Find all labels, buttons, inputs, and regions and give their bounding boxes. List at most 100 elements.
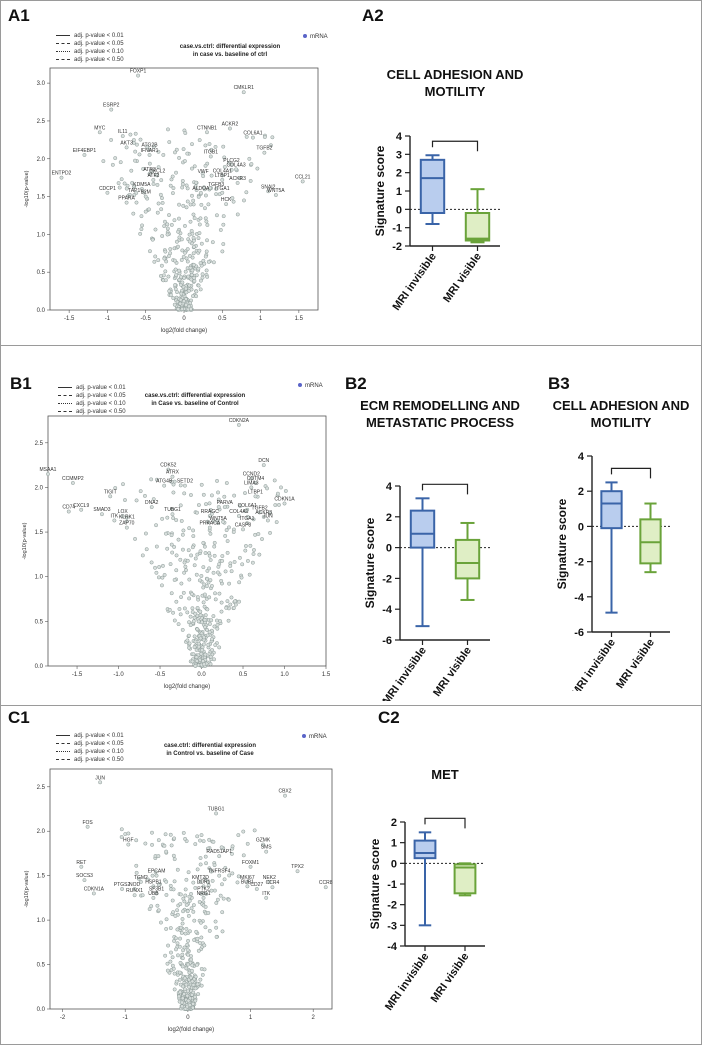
gene-point: [193, 556, 198, 561]
plot-area: [49, 67, 319, 311]
gene-label: CXCL2: [149, 168, 165, 174]
y-tick-label: 4: [386, 481, 393, 493]
gene-point: [149, 505, 154, 510]
gene-point: [186, 274, 191, 279]
gene-point: [277, 502, 281, 507]
gene-point: [170, 174, 175, 179]
gene-point: [245, 521, 250, 526]
gene-point: [180, 179, 185, 183]
box-mri-invisible: [413, 831, 437, 927]
legend-item: adj. p-value < 0.50: [56, 756, 124, 764]
subtitle-line: in case vs. baseline of ctrl: [192, 52, 268, 58]
gene-point: [163, 832, 168, 837]
gene-point: [210, 878, 215, 883]
chart-title-b3: CELL ADHESION AND MOTILITY: [541, 397, 701, 431]
gene-point: [191, 652, 196, 657]
gene-point: [237, 555, 242, 560]
gene-point: [230, 196, 235, 201]
box-mri-visible: [464, 188, 491, 244]
gene-point: [160, 196, 164, 201]
gene-label: FOS: [82, 820, 93, 826]
gene-point: [195, 595, 200, 599]
gene-point: [228, 564, 233, 568]
box-iqr: [464, 212, 491, 242]
gene-point: [203, 206, 207, 211]
significance-bracket: [421, 483, 469, 495]
x-tick-label: MRI visible: [429, 951, 472, 1005]
gene-label: FOXP1: [130, 69, 147, 75]
x-tick-label: -2: [60, 1015, 66, 1021]
gene-point: [183, 269, 188, 274]
gene-point: [149, 904, 154, 909]
gene-point: [188, 493, 193, 497]
gene-point: [147, 153, 152, 157]
x-axis-label: log2(fold change): [164, 684, 210, 690]
gene-point: [178, 960, 183, 965]
gene-point: [171, 966, 176, 971]
gene-point: [66, 509, 71, 514]
gene-point: [193, 998, 198, 1003]
gene-point: [190, 142, 194, 147]
gene-point: [205, 223, 210, 227]
gene-point: [97, 130, 102, 135]
gene-point: [262, 150, 267, 155]
y-tick-label: 2: [391, 817, 397, 829]
gene-point: [79, 507, 84, 512]
gene-point: [162, 843, 167, 848]
gene-point: [178, 483, 183, 488]
gene-point: [168, 247, 173, 252]
gene-point: [101, 159, 106, 164]
gene-point: [206, 880, 210, 884]
gene-point: [268, 530, 272, 535]
volcano-plot-b1: -1.5 -1.0 -0.5 0.0 0.5 1.0 1.5 0.0 0.5 1.0 1.5 2.0 2…: [22, 415, 331, 690]
y-tick-label: 0.0: [35, 664, 44, 670]
gene-point: [156, 908, 161, 913]
gene-point: [174, 239, 179, 244]
gene-point: [153, 565, 157, 570]
gene-point: [214, 187, 219, 191]
gene-point: [113, 486, 118, 490]
gene-point: [234, 167, 239, 172]
gene-label: JUN: [95, 775, 105, 781]
gene-point: [208, 654, 213, 659]
gene-point: [178, 503, 183, 508]
gene-point: [196, 503, 201, 507]
gene-point: [175, 908, 180, 913]
gene-point: [181, 909, 185, 914]
gene-label: PRKACA: [200, 521, 221, 527]
gene-point: [134, 200, 139, 205]
gene-label: EPCAM: [148, 869, 166, 875]
legend-item: adj. p-value < 0.50: [56, 56, 124, 64]
gene-point: [185, 909, 190, 914]
panel-label-a2: A2: [362, 6, 384, 25]
gene-label: CDK52: [160, 463, 176, 469]
gene-point: [172, 836, 177, 841]
gene-point: [181, 830, 186, 835]
gene-point: [203, 613, 208, 618]
gene-point: [203, 877, 208, 882]
legend-text: adj. p-value < 0.01: [76, 385, 126, 391]
gene-point: [203, 925, 208, 930]
gene-point: [183, 131, 188, 136]
title-line: MOTILITY: [590, 415, 652, 430]
gene-point: [270, 135, 275, 140]
gene-label: CDCP1: [99, 186, 116, 192]
gene-point: [203, 163, 208, 168]
gene-label: AKT3: [120, 140, 133, 146]
gene-point: [222, 505, 227, 510]
gene-point: [206, 642, 211, 647]
gene-point: [176, 622, 181, 627]
gene-label: DDR1: [197, 879, 211, 885]
gene-point: [182, 159, 187, 164]
gene-point: [208, 154, 213, 159]
chart-title-b2: ECM REMODELLING AND METASTATIC PROCESS: [340, 397, 540, 431]
mrna-label: mRNA: [310, 34, 328, 40]
gene-label: ACKR3: [255, 510, 272, 516]
gene-point: [199, 935, 204, 940]
gene-point: [198, 862, 203, 867]
gene-point: [162, 219, 167, 224]
gene-point: [209, 584, 214, 588]
gene-point: [198, 216, 203, 221]
gene-point: [261, 463, 266, 468]
gene-point: [206, 846, 210, 851]
